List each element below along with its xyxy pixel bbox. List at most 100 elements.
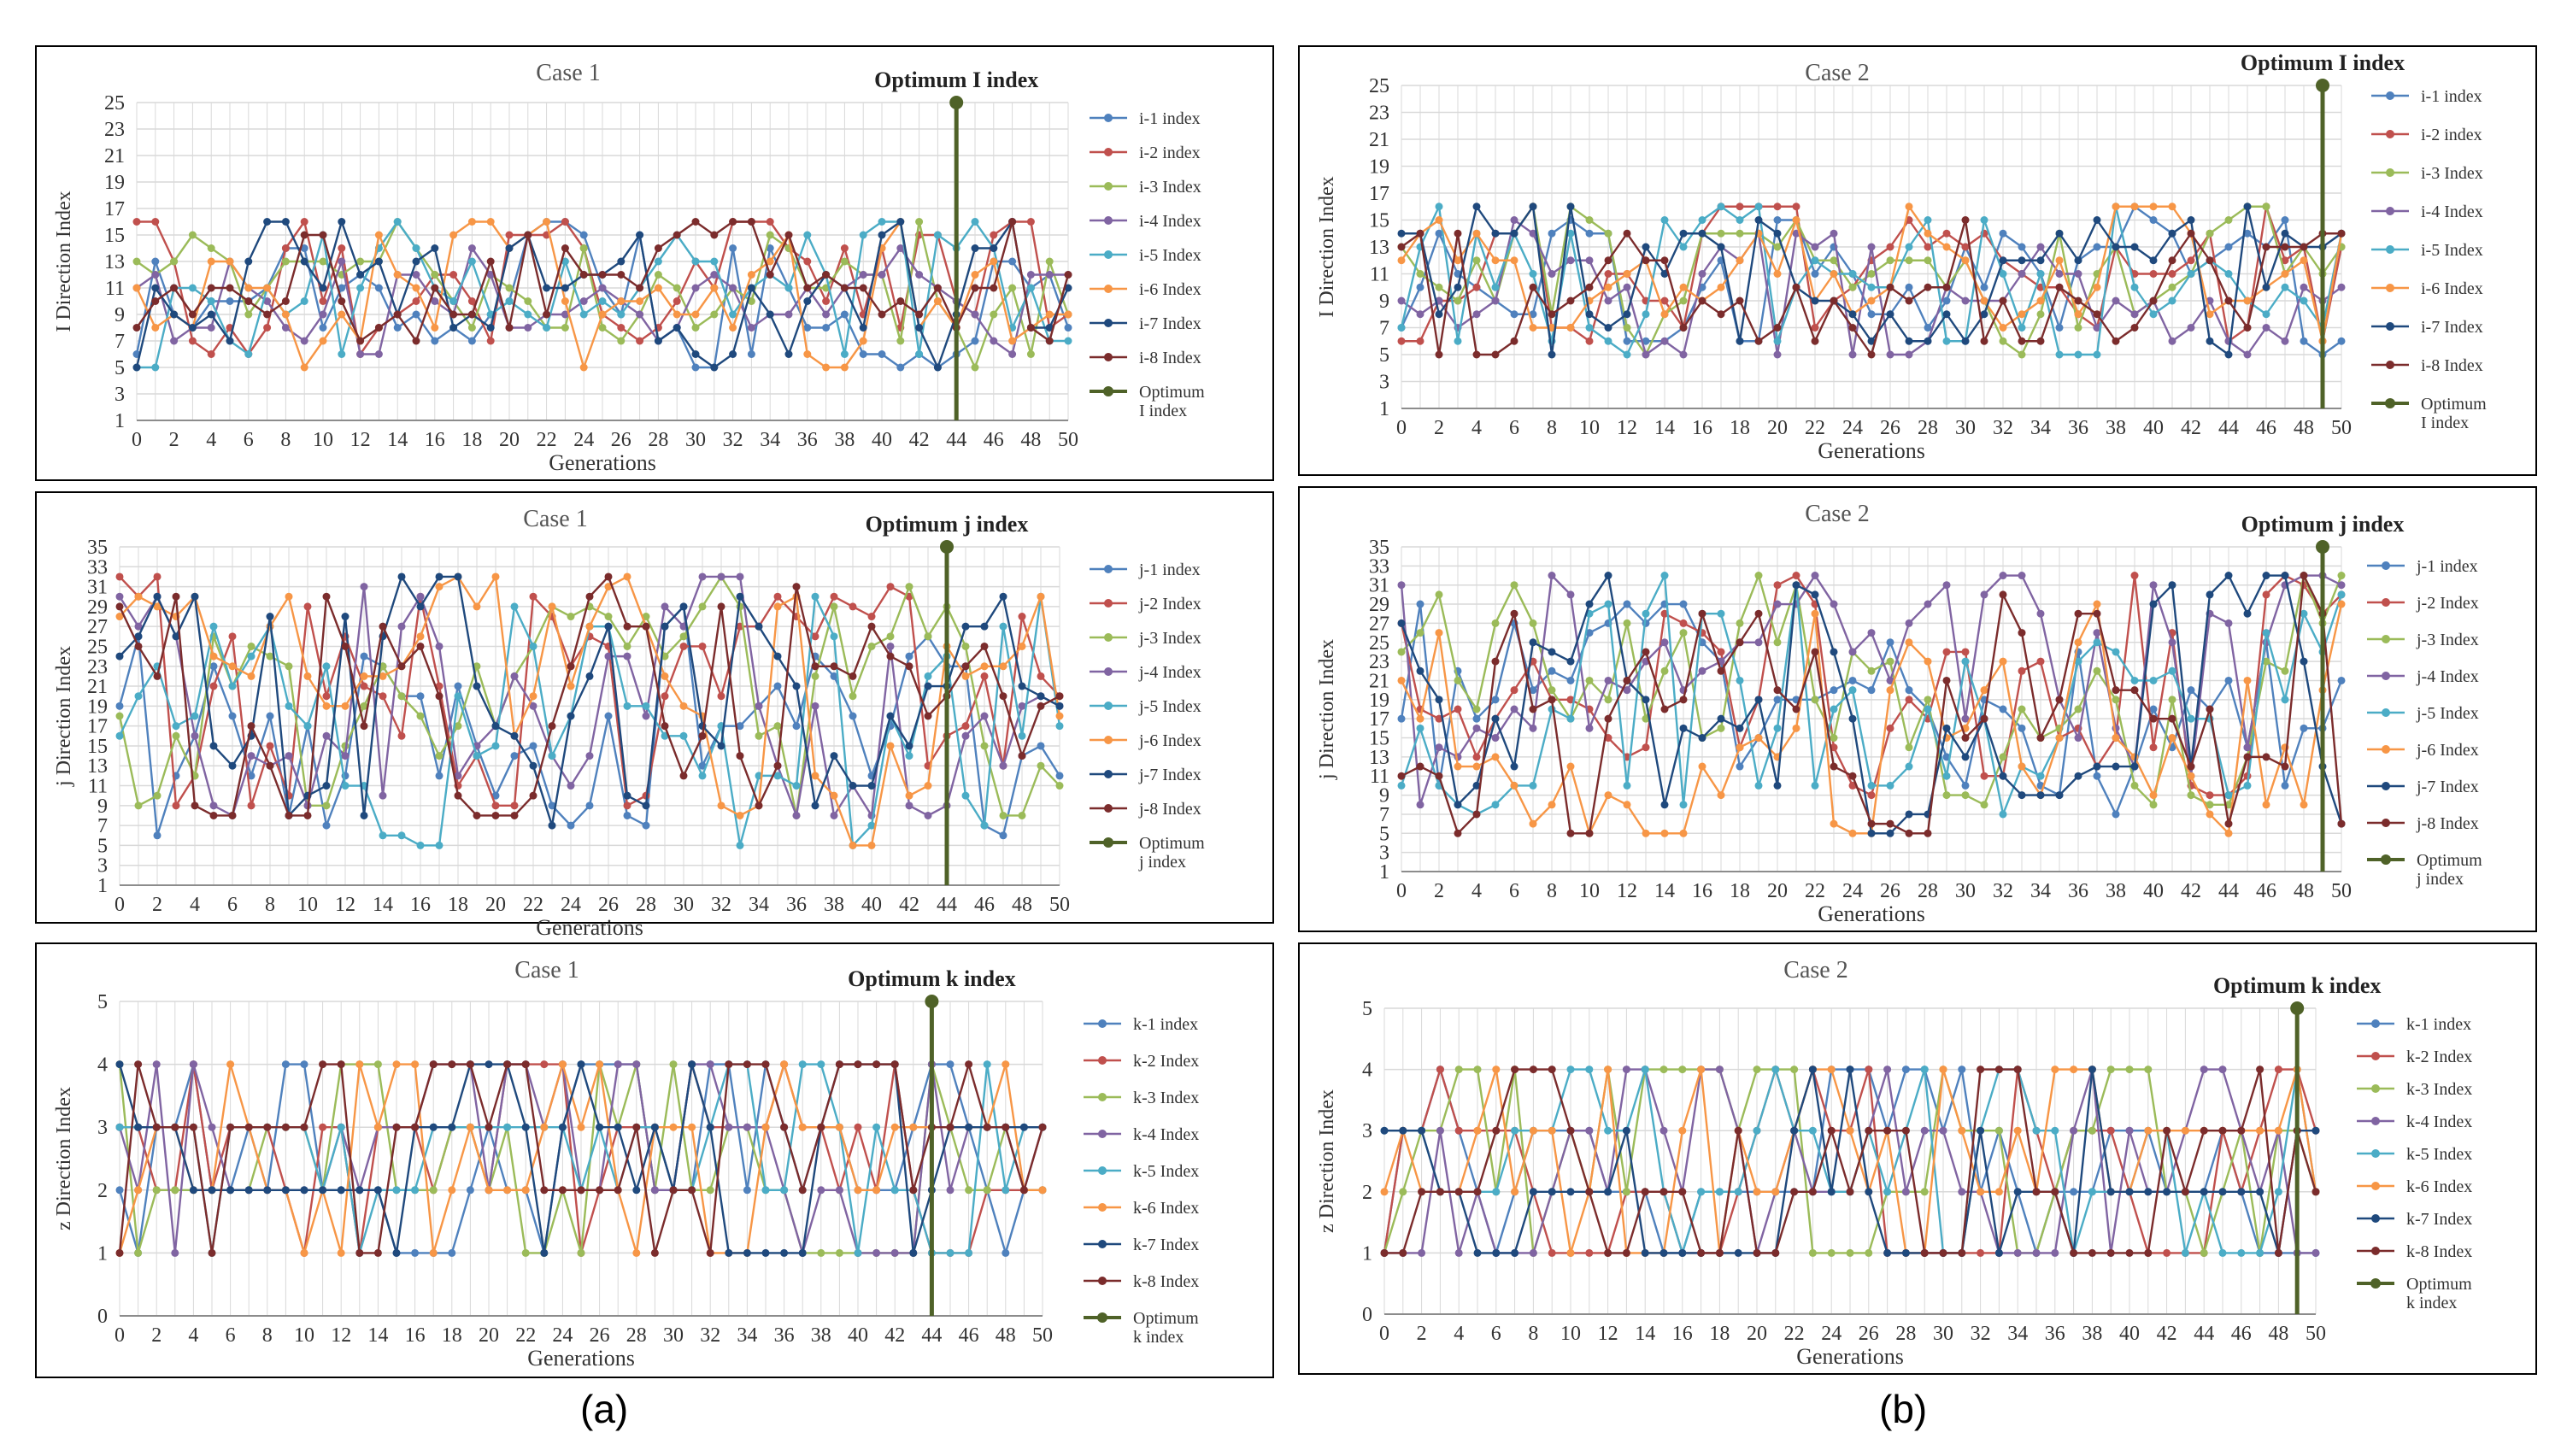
x-tick-label: 38 bbox=[2106, 880, 2126, 902]
data-point bbox=[905, 652, 913, 660]
data-point bbox=[1754, 734, 1763, 743]
chart-frame bbox=[35, 45, 1274, 481]
data-point bbox=[636, 231, 644, 239]
data-point bbox=[1980, 283, 1988, 291]
data-point bbox=[1924, 283, 1932, 291]
legend-marker bbox=[2382, 708, 2390, 717]
data-point bbox=[1717, 714, 1725, 723]
data-point bbox=[1773, 337, 1782, 345]
data-point bbox=[188, 337, 197, 345]
data-point bbox=[1754, 216, 1763, 224]
data-point bbox=[650, 1248, 659, 1257]
data-point bbox=[2274, 1248, 2282, 1257]
data-point bbox=[172, 722, 180, 731]
y-tick-label: 9 bbox=[1379, 785, 1389, 807]
data-point bbox=[755, 801, 763, 810]
data-point bbox=[1623, 619, 1631, 627]
data-point bbox=[747, 297, 755, 305]
legend-marker bbox=[2386, 322, 2394, 331]
data-point bbox=[710, 231, 719, 239]
x-tick-label: 0 bbox=[132, 429, 142, 451]
data-point bbox=[1435, 772, 1443, 780]
data-point bbox=[2013, 1066, 2022, 1074]
data-point bbox=[1660, 829, 1669, 837]
data-point bbox=[322, 731, 331, 740]
y-axis-label: z Direction Index bbox=[1316, 1089, 1338, 1233]
data-point bbox=[1698, 229, 1706, 238]
data-point bbox=[1736, 676, 1744, 684]
x-tick-label: 48 bbox=[1020, 429, 1041, 451]
y-tick-label: 33 bbox=[1369, 555, 1389, 578]
x-tick-label: 34 bbox=[749, 894, 769, 916]
legend-marker-optimum bbox=[1103, 837, 1113, 848]
data-point bbox=[1018, 752, 1026, 760]
data-point bbox=[830, 632, 838, 641]
data-point bbox=[1566, 1066, 1575, 1074]
data-point bbox=[454, 791, 462, 800]
data-point bbox=[171, 1248, 179, 1257]
data-point bbox=[1905, 619, 1913, 627]
data-point bbox=[1566, 1248, 1575, 1257]
data-point bbox=[1416, 600, 1424, 608]
data-point bbox=[1753, 1126, 1761, 1135]
x-tick-label: 26 bbox=[590, 1324, 610, 1347]
data-point bbox=[2018, 337, 2026, 345]
data-point bbox=[2224, 829, 2233, 837]
data-point bbox=[2036, 657, 2045, 666]
legend-marker bbox=[2371, 1214, 2380, 1223]
data-point bbox=[1585, 1126, 1594, 1135]
data-point bbox=[1754, 203, 1763, 211]
data-point bbox=[946, 1248, 955, 1257]
data-point bbox=[1697, 1188, 1706, 1196]
x-tick-label: 10 bbox=[1579, 880, 1600, 902]
data-point bbox=[151, 297, 160, 305]
data-point bbox=[1454, 705, 1462, 713]
legend-marker bbox=[1104, 770, 1113, 778]
data-point bbox=[1698, 734, 1706, 743]
y-tick-label: 5 bbox=[1379, 823, 1389, 845]
data-point bbox=[1416, 714, 1424, 723]
data-point bbox=[1435, 629, 1443, 637]
data-point bbox=[1641, 1066, 1649, 1074]
data-point bbox=[2013, 1188, 2022, 1196]
data-point bbox=[1491, 283, 1500, 291]
data-point bbox=[1771, 1248, 1780, 1257]
y-tick-label: 7 bbox=[1379, 318, 1389, 340]
data-point bbox=[338, 310, 346, 319]
y-tick-label: 11 bbox=[105, 278, 125, 300]
data-point bbox=[191, 712, 199, 720]
data-point bbox=[2093, 283, 2101, 291]
x-tick-label: 4 bbox=[188, 1324, 198, 1347]
data-point bbox=[1848, 772, 1857, 780]
data-point bbox=[1472, 810, 1481, 819]
data-point bbox=[338, 218, 346, 226]
legend-label: k-1 index bbox=[2406, 1015, 2471, 1034]
data-point bbox=[661, 622, 669, 631]
data-point bbox=[435, 572, 443, 581]
data-point bbox=[817, 1123, 825, 1131]
data-point bbox=[263, 324, 272, 332]
data-point bbox=[650, 1123, 659, 1131]
data-point bbox=[729, 218, 737, 226]
data-point bbox=[798, 1248, 807, 1257]
data-point bbox=[717, 602, 725, 611]
data-point bbox=[1473, 1188, 1482, 1196]
y-tick-label: 13 bbox=[1369, 237, 1389, 259]
data-point bbox=[706, 1123, 714, 1131]
data-point bbox=[486, 324, 495, 332]
data-point bbox=[1642, 350, 1650, 359]
data-point bbox=[872, 1123, 881, 1131]
data-point bbox=[886, 742, 895, 750]
data-point bbox=[983, 1060, 991, 1069]
data-point bbox=[1920, 1066, 1929, 1074]
x-tick-label: 44 bbox=[2218, 417, 2239, 439]
data-point bbox=[208, 1248, 216, 1257]
x-tick-label: 38 bbox=[834, 429, 855, 451]
data-point bbox=[2262, 629, 2270, 637]
x-tick-label: 42 bbox=[2181, 880, 2201, 902]
x-tick-label: 12 bbox=[1598, 1323, 1618, 1345]
data-point bbox=[867, 613, 876, 621]
data-point bbox=[1792, 581, 1800, 590]
data-point bbox=[1492, 1126, 1501, 1135]
data-point bbox=[890, 1248, 899, 1257]
